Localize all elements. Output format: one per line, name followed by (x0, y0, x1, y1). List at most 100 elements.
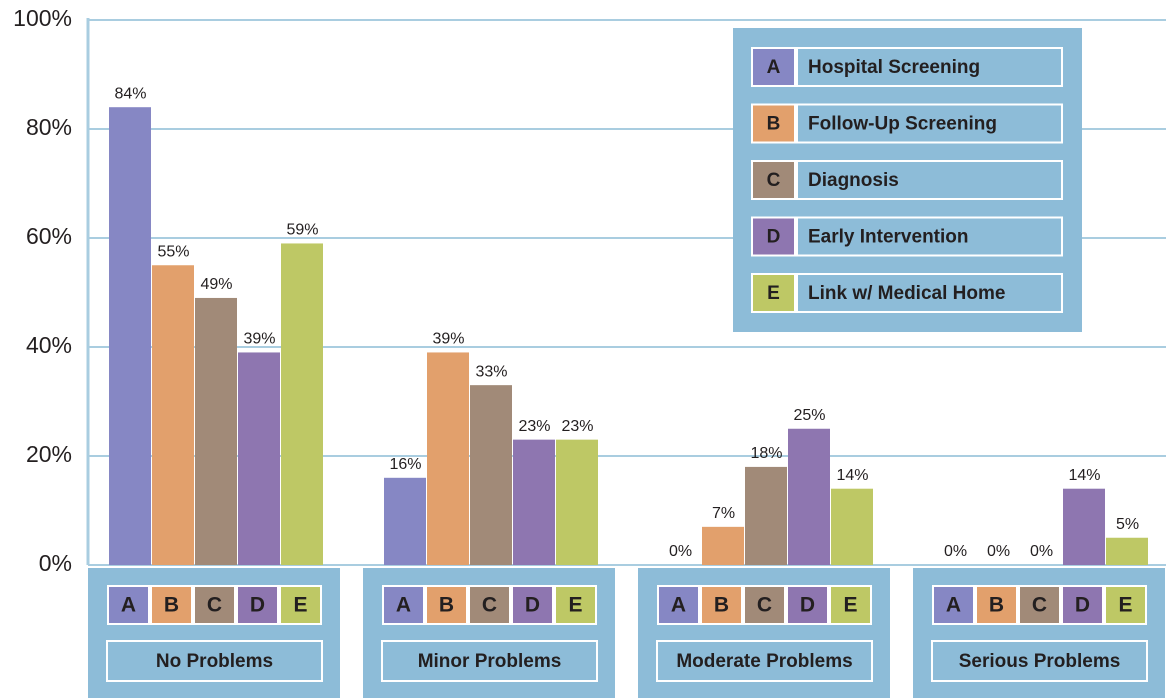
value-label: 23% (561, 418, 593, 435)
legend-name: Hospital Screening (808, 57, 980, 78)
letter: E (568, 594, 582, 617)
bar (427, 352, 469, 565)
value-label: 49% (200, 276, 232, 293)
value-label: 18% (750, 445, 782, 462)
letter-cell (975, 585, 1018, 625)
y-tick-label: 60% (26, 223, 72, 249)
letter-cell (1061, 585, 1104, 625)
legend-swatch (751, 216, 796, 257)
y-tick-label: 20% (26, 441, 72, 467)
letter: E (1118, 594, 1132, 617)
letter-cell (468, 585, 511, 625)
bar (195, 297, 237, 565)
legend-letter: B (767, 114, 781, 135)
legend-name-box (796, 103, 1063, 144)
legend-name: Follow-Up Screening (808, 114, 997, 135)
legend-letter: A (767, 57, 781, 78)
bar (238, 352, 280, 565)
value-label: 7% (712, 505, 735, 522)
letter-cell (743, 585, 786, 625)
letter: A (396, 594, 411, 617)
value-label: 14% (1068, 467, 1100, 484)
value-label: 16% (389, 456, 421, 473)
value-label: 0% (669, 543, 692, 560)
letter-cell (657, 585, 700, 625)
category-label-box (656, 640, 873, 682)
legend-name: Diagnosis (808, 170, 899, 191)
value-label: 33% (475, 363, 507, 380)
value-label: 39% (432, 331, 464, 348)
legend-letter: E (767, 283, 780, 304)
letter-cell (554, 585, 597, 625)
bar (384, 477, 426, 565)
y-tick-label: 40% (26, 332, 72, 358)
bar (281, 243, 323, 565)
category-label-box (381, 640, 598, 682)
legend-name: Link w/ Medical Home (808, 283, 1005, 304)
letter: B (714, 594, 729, 617)
bar (1063, 488, 1105, 565)
value-label: 23% (518, 418, 550, 435)
letter-cell (1104, 585, 1147, 625)
letter: C (207, 594, 222, 617)
value-label: 59% (286, 222, 318, 239)
legend-swatch (751, 273, 796, 313)
legend-name: Early Intervention (808, 227, 969, 248)
bar (109, 107, 151, 565)
letter: C (1032, 594, 1047, 617)
letter-cell (425, 585, 468, 625)
bar (556, 439, 598, 565)
letter-cell (511, 585, 554, 625)
category-label-box (931, 640, 1148, 682)
letter-cell (829, 585, 872, 625)
letter-cell (786, 585, 829, 625)
value-label: 84% (114, 85, 146, 102)
legend-swatch (751, 47, 796, 87)
bar (1106, 537, 1148, 565)
value-label: 0% (987, 543, 1010, 560)
letter-cell (150, 585, 193, 625)
letter: E (293, 594, 307, 617)
value-label: 0% (1030, 543, 1053, 560)
y-tick-label: 0% (39, 550, 72, 576)
legend-name-box (796, 47, 1063, 87)
letter: D (525, 594, 540, 617)
bar (745, 466, 787, 565)
bar (788, 428, 830, 565)
value-label: 14% (836, 467, 868, 484)
x-tick-label: No Problems (156, 651, 273, 672)
letter: A (671, 594, 686, 617)
legend-swatch (751, 103, 796, 144)
letter-cell (107, 585, 150, 625)
value-label: 25% (793, 407, 825, 424)
letter: D (1075, 594, 1090, 617)
y-tick-label: 100% (13, 5, 72, 31)
x-tick-label: Minor Problems (418, 651, 562, 672)
legend-name-box (796, 216, 1063, 257)
bar (513, 439, 555, 565)
category-label-box (106, 640, 323, 682)
legend-name-box (796, 273, 1063, 313)
letter: D (800, 594, 815, 617)
letter-cell (932, 585, 975, 625)
letter: C (482, 594, 497, 617)
bar (702, 526, 744, 565)
legend-letter: D (767, 227, 781, 248)
legend-swatch (751, 160, 796, 200)
bar (152, 265, 194, 565)
letter: D (250, 594, 265, 617)
x-tick-label: Serious Problems (959, 651, 1121, 672)
y-tick-label: 80% (26, 114, 72, 140)
letter-cell (700, 585, 743, 625)
letter-cell (279, 585, 322, 625)
letter: A (946, 594, 961, 617)
letter-cell (236, 585, 279, 625)
letter-cell (193, 585, 236, 625)
letter: B (989, 594, 1004, 617)
letter: B (164, 594, 179, 617)
letter-cell (1018, 585, 1061, 625)
value-label: 39% (243, 331, 275, 348)
legend-name-box (796, 160, 1063, 200)
value-label: 5% (1116, 516, 1139, 533)
